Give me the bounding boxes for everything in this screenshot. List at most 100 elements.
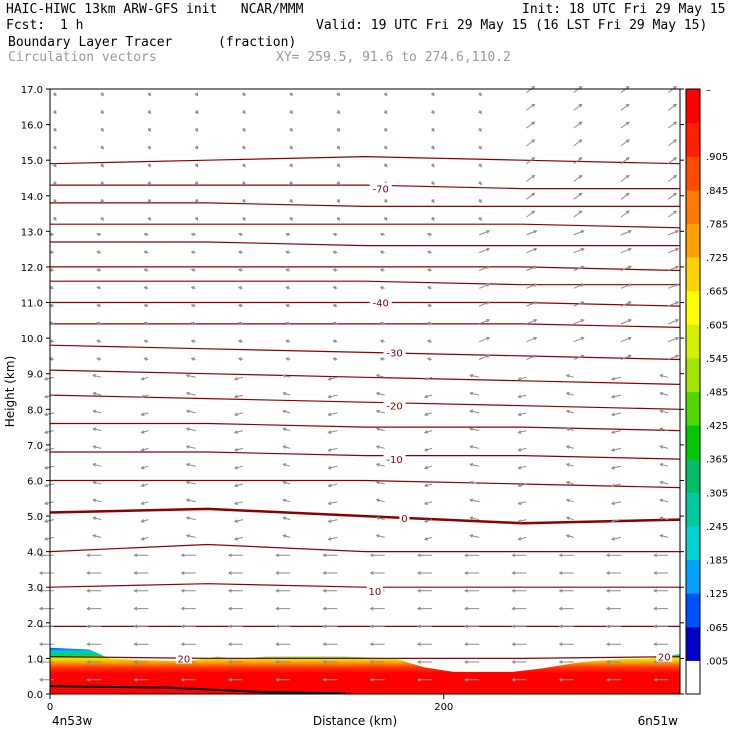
vector-arrow: [282, 391, 291, 396]
vector-arrow: [100, 127, 104, 132]
vector-arrow: [478, 110, 482, 115]
vector-arrow: [86, 624, 102, 629]
vector-arrow: [96, 286, 102, 290]
vector-arrow: [140, 394, 149, 399]
vector-arrow: [416, 642, 432, 647]
vector-arrow: [620, 210, 630, 218]
vector-arrow: [526, 319, 538, 325]
vector-arrow: [610, 412, 622, 417]
vector-arrow: [285, 232, 291, 237]
vector-arrow: [659, 445, 669, 449]
vector-arrow: [511, 553, 527, 558]
vector-arrow: [605, 642, 621, 647]
vector-arrow: [369, 606, 385, 611]
vector-arrow: [38, 588, 54, 593]
vector-arrow: [143, 250, 149, 255]
vector-arrow: [610, 465, 622, 470]
vector-arrow: [92, 427, 102, 432]
vector-arrow: [517, 376, 527, 381]
vector-arrow: [147, 92, 151, 97]
vector-arrow: [620, 192, 630, 200]
vector-arrow: [565, 391, 574, 396]
contour-label: -10: [386, 455, 402, 466]
vector-arrow: [479, 247, 491, 254]
vector-arrow: [327, 376, 338, 381]
vector-arrow: [605, 624, 621, 629]
colorbar-label: .305: [706, 488, 728, 499]
vector-arrow: [605, 588, 621, 593]
vector-arrow: [526, 301, 538, 307]
y-tick-label: 2.0: [27, 619, 43, 630]
vector-arrow: [478, 163, 482, 168]
vector-arrow: [43, 483, 55, 488]
colorbar-swatch: [686, 626, 700, 661]
vector-arrow: [233, 394, 244, 399]
vector-arrow: [285, 321, 291, 326]
vector-arrow: [140, 501, 149, 505]
vector-arrow: [620, 121, 630, 129]
vector-arrow: [237, 232, 244, 237]
temperature-contours: [49, 155, 681, 659]
y-tick-label: 17.0: [21, 85, 43, 96]
vector-arrow: [431, 110, 435, 115]
vector-arrow: [332, 232, 338, 237]
vector-arrow: [100, 181, 104, 186]
vector-arrow: [233, 465, 244, 470]
colorbar-swatch: [686, 525, 700, 561]
vector-arrow: [369, 642, 385, 647]
vector-arrow: [605, 571, 621, 575]
vector-arrow: [92, 480, 102, 485]
vector-arrow: [133, 677, 149, 682]
vector-arrow: [336, 127, 340, 132]
vector-arrow: [375, 534, 385, 538]
vector-arrow: [423, 536, 433, 541]
vector-arrow: [327, 536, 338, 541]
vector-arrow: [86, 642, 102, 647]
vector-arrow: [43, 376, 55, 381]
vector-arrow: [190, 357, 196, 361]
vector-arrow: [668, 265, 680, 271]
vector-arrow: [653, 588, 669, 593]
vector-arrow: [620, 174, 630, 182]
vector-arrow: [653, 553, 669, 558]
vector-arrow: [289, 145, 293, 150]
vector-arrow: [610, 376, 622, 381]
vector-arrow: [416, 571, 432, 575]
contour-line: [50, 451, 681, 460]
vector-arrow: [285, 286, 291, 290]
contour-label-bg: [399, 511, 410, 523]
vector-arrow: [375, 498, 385, 503]
vector-arrow: [233, 412, 244, 417]
vector-arrow: [653, 606, 669, 611]
contour-line: [49, 543, 680, 553]
vector-arrow: [659, 391, 669, 396]
vector-arrow: [96, 250, 102, 255]
colorbar-label: .605: [706, 320, 728, 331]
vector-arrow: [100, 216, 104, 221]
vector-arrow: [610, 519, 622, 523]
vector-arrow: [526, 283, 538, 289]
vector-arrow: [573, 301, 585, 307]
vector-arrow: [431, 199, 435, 204]
vector-arrow: [426, 250, 433, 255]
vector-arrow: [511, 624, 527, 629]
contour-line: [50, 223, 681, 229]
y-axis-ticks: 0.0 1.0 2.0 3.0 4.0 5.0 6.0 7.0 8.0 9.0 10.0 11.0 12…: [21, 85, 684, 701]
vector-arrow: [565, 427, 574, 432]
terrain-line: [49, 685, 346, 695]
vector-arrow: [526, 230, 538, 236]
vector-arrow: [653, 624, 669, 629]
vector-arrow: [332, 268, 338, 272]
vector-arrow: [43, 519, 55, 523]
vector-arrow: [96, 303, 102, 308]
vector-arrow: [479, 265, 491, 271]
vector-arrow: [659, 480, 669, 485]
vector-arrow: [140, 465, 149, 470]
vector-arrow: [426, 357, 433, 361]
vector-arrow: [573, 174, 583, 182]
vector-arrow: [478, 181, 482, 186]
vector-arrow: [469, 516, 480, 521]
y-tick-label: 0.0: [27, 690, 43, 701]
vector-arrow: [140, 376, 149, 381]
vector-arrow: [275, 571, 291, 575]
